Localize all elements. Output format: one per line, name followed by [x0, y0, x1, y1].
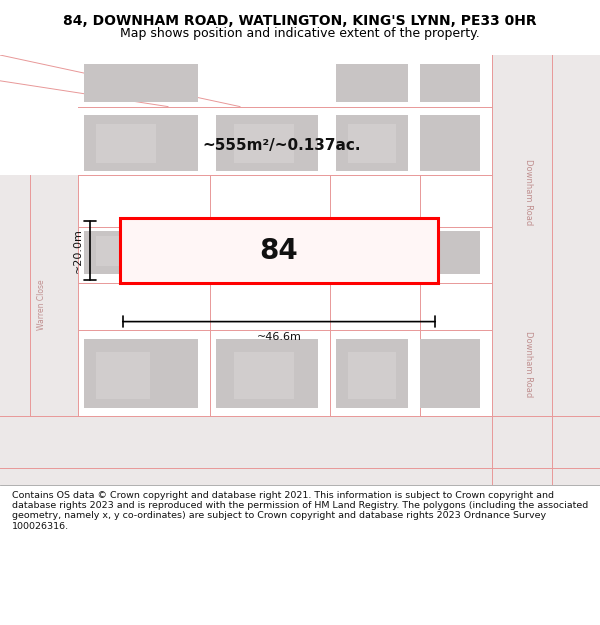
Bar [234, 124, 294, 162]
Bar [234, 236, 294, 266]
Bar [336, 64, 408, 102]
Bar [96, 124, 156, 162]
Text: Contains OS data © Crown copyright and database right 2021. This information is : Contains OS data © Crown copyright and d… [12, 491, 588, 531]
Bar [336, 339, 408, 408]
Bar [84, 231, 198, 274]
Text: ~46.6m: ~46.6m [257, 332, 301, 342]
Text: ~555m²/~0.137ac.: ~555m²/~0.137ac. [203, 138, 361, 152]
Bar [420, 231, 480, 274]
Polygon shape [0, 416, 600, 485]
Text: Downham Road: Downham Road [523, 159, 533, 226]
Bar [216, 231, 318, 274]
Bar [84, 64, 198, 102]
Polygon shape [0, 176, 78, 416]
Bar [96, 236, 150, 266]
Bar [84, 115, 198, 171]
Text: Downham Road: Downham Road [523, 331, 533, 398]
Text: Map shows position and indicative extent of the property.: Map shows position and indicative extent… [120, 27, 480, 39]
Bar [420, 339, 480, 408]
Text: 84, DOWNHAM ROAD, WATLINGTON, KING'S LYNN, PE33 0HR: 84, DOWNHAM ROAD, WATLINGTON, KING'S LYN… [63, 14, 537, 28]
Bar [336, 115, 408, 171]
Bar [420, 64, 480, 102]
Bar [234, 352, 294, 399]
Text: Warren Close: Warren Close [37, 279, 47, 330]
Bar [348, 352, 396, 399]
Bar [348, 236, 396, 266]
Bar [420, 115, 480, 171]
Bar [336, 231, 408, 274]
Text: 84: 84 [260, 237, 298, 264]
Bar [120, 218, 438, 283]
Bar [96, 352, 150, 399]
Text: ~20.0m: ~20.0m [73, 228, 83, 273]
Bar [84, 339, 198, 408]
Polygon shape [492, 55, 600, 485]
Bar [348, 124, 396, 162]
Bar [216, 339, 318, 408]
Bar [216, 115, 318, 171]
